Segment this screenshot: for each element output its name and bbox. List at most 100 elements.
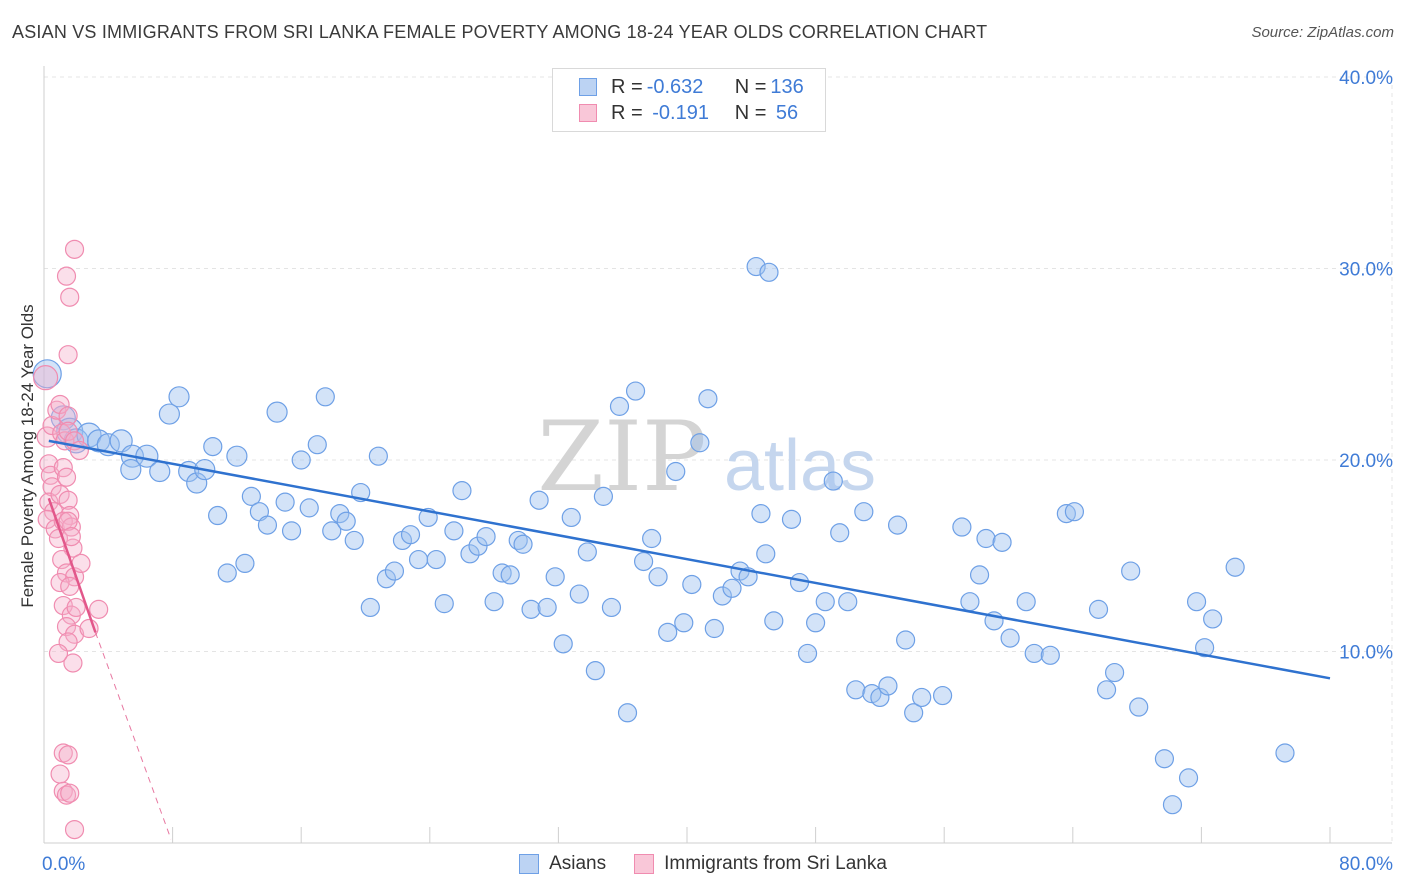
source-label: Source: ZipAtlas.com <box>1251 24 1394 41</box>
legend-swatch-asians <box>579 78 597 96</box>
sri-lanka-point <box>56 467 77 487</box>
legend-item-asians: Asians <box>519 853 606 875</box>
legend-swatch-asians <box>519 854 540 874</box>
asian-point <box>1275 743 1295 763</box>
trend-line-sri-lanka-extension <box>94 632 172 840</box>
asian-point <box>158 403 180 425</box>
asian-point <box>781 509 802 529</box>
sri-lanka-point <box>50 572 70 593</box>
asian-point <box>476 526 496 547</box>
asian-point <box>1024 643 1044 664</box>
sri-lanka-point <box>47 400 67 420</box>
x-tick-label: 0.0% <box>42 854 85 875</box>
asian-point <box>330 504 350 524</box>
asian-point <box>642 528 662 549</box>
asian-point <box>1178 768 1199 788</box>
sri-lanka-point <box>50 394 70 415</box>
asian-point <box>537 597 557 618</box>
asian-point <box>690 433 710 453</box>
asian-point <box>561 507 581 528</box>
asian-point <box>625 381 646 401</box>
asian-point <box>553 634 573 654</box>
asian-point <box>797 643 818 664</box>
asian-point <box>815 592 835 612</box>
asian-point <box>1088 599 1109 619</box>
sri-lanka-point <box>39 492 59 512</box>
asian-point <box>513 534 533 554</box>
asian-point <box>208 505 228 526</box>
sri-lanka-point <box>48 643 69 664</box>
asian-point <box>315 387 335 407</box>
asian-point <box>960 592 980 612</box>
sri-lanka-point <box>60 783 80 803</box>
asian-point <box>149 460 171 483</box>
watermark-atlas: atlas <box>724 426 876 506</box>
asian-point <box>1186 592 1207 612</box>
asian-point <box>257 515 278 535</box>
asian-point <box>235 553 255 574</box>
tick-labels: 10.0% 20.0% 30.0% 40.0% 0.0% 80.0% <box>42 68 1393 875</box>
trend-line-asians <box>48 439 1331 680</box>
asian-point <box>1162 795 1183 815</box>
asian-point <box>186 472 208 494</box>
asian-point <box>593 486 614 506</box>
sri-lanka-point <box>64 819 85 840</box>
asian-point <box>545 567 565 587</box>
y-tick-label: 30.0% <box>1339 260 1393 281</box>
asian-point <box>976 528 996 549</box>
sri-lanka-point <box>56 785 77 805</box>
asian-point <box>759 262 779 282</box>
asian-point <box>912 687 932 708</box>
asian-point <box>1195 638 1215 658</box>
asian-point <box>400 525 421 545</box>
sri-lanka-point <box>56 266 77 286</box>
asian-point <box>823 471 843 491</box>
legend-row-asians: R = -0.632 N = 136 <box>579 74 804 100</box>
sri-lanka-point <box>58 745 78 765</box>
asian-point <box>241 486 261 506</box>
asian-point <box>500 565 520 585</box>
asian-point <box>226 445 248 467</box>
sri-lanka-point <box>58 490 78 510</box>
asian-point <box>805 613 826 633</box>
y-axis-label: Female Poverty Among 18-24 Year Olds <box>18 304 37 608</box>
asian-point <box>1056 504 1076 524</box>
asian-point <box>1129 697 1149 717</box>
sri-lanka-point <box>63 653 83 673</box>
asian-point <box>969 565 990 585</box>
asian-point <box>120 458 142 481</box>
asian-point <box>601 597 622 618</box>
asian-point <box>468 536 488 556</box>
y-tick-label: 40.0% <box>1339 68 1393 89</box>
asian-point <box>751 504 771 524</box>
y-tick-label: 10.0% <box>1339 643 1393 664</box>
legend-n-value-asians: 136 <box>770 75 804 98</box>
asian-point <box>992 532 1012 552</box>
asian-point <box>878 676 898 696</box>
asian-point <box>577 542 597 562</box>
sri-lanka-point <box>89 599 109 619</box>
sri-lanka-point <box>64 624 85 644</box>
asian-point <box>376 569 396 589</box>
asian-point <box>698 389 718 409</box>
asian-point <box>682 574 702 595</box>
legend-label-asians: Asians <box>549 853 607 874</box>
asian-point <box>275 492 295 512</box>
asian-point <box>932 685 953 706</box>
asian-point <box>307 435 327 455</box>
asian-point <box>846 680 866 700</box>
asian-point <box>529 490 549 510</box>
sri-lanka-point <box>58 421 78 441</box>
asian-point <box>452 481 472 501</box>
asian-point <box>756 544 776 564</box>
sri-lanka-point <box>60 287 80 307</box>
legend-r-value-asians: -0.632 <box>646 75 704 98</box>
asian-point <box>830 523 850 543</box>
sri-lanka-point <box>56 617 77 637</box>
asian-point <box>360 597 380 618</box>
sri-lanka-point <box>58 406 78 426</box>
asian-point <box>408 549 429 570</box>
asian-point <box>460 544 480 564</box>
series-legend: Asians Immigrants from Sri Lanka <box>0 852 1406 876</box>
